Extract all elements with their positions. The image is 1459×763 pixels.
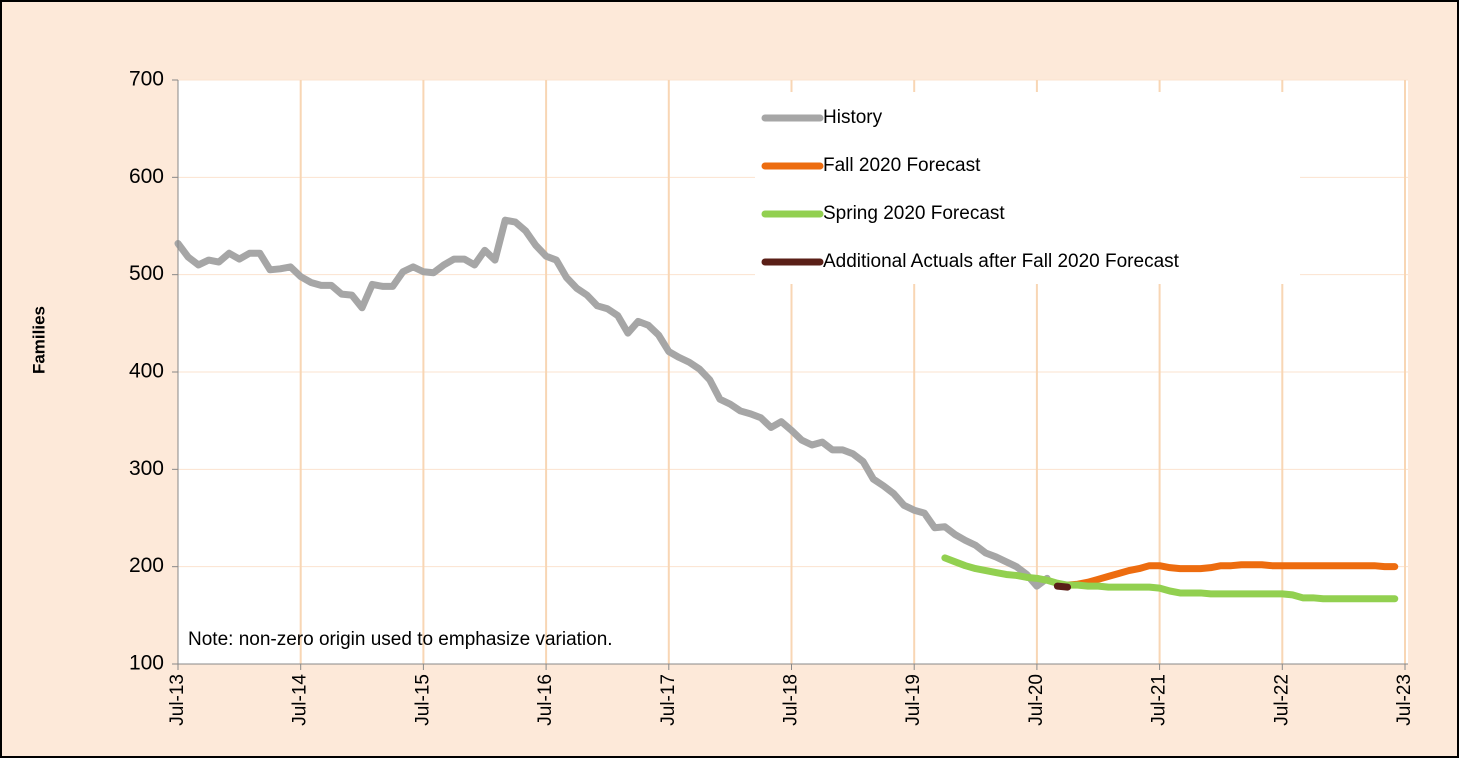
legend: History Fall 2020 Forecast Spring 2020 For… bbox=[755, 92, 1300, 284]
y-tick-label: 200 bbox=[129, 554, 164, 577]
series-line bbox=[1053, 582, 1072, 591]
legend-label: Additional Actuals after Fall 2020 Forec… bbox=[823, 251, 1180, 272]
x-tick-label: Jul-13 bbox=[167, 674, 188, 726]
x-tick-label: Jul-21 bbox=[1149, 674, 1170, 726]
x-tick-label: Jul-23 bbox=[1394, 674, 1415, 726]
x-tick-label: Jul-22 bbox=[1271, 674, 1292, 726]
y-tick-label: 700 bbox=[129, 68, 164, 91]
x-tick-label: Jul-20 bbox=[1026, 674, 1047, 726]
y-tick-label: 300 bbox=[129, 457, 164, 480]
x-tick-label: Jul-19 bbox=[903, 674, 924, 726]
x-tick-label: Jul-15 bbox=[412, 674, 433, 726]
series-line bbox=[174, 216, 1051, 590]
x-tick-label: Jul-16 bbox=[535, 674, 556, 726]
axes: 100 200 300 400 500 600 700 Jul-13 Jul-14 Jul-15 J… bbox=[129, 68, 1415, 726]
legend-label: Spring 2020 Forecast bbox=[823, 203, 1005, 224]
y-axis-label: Families bbox=[29, 306, 48, 374]
y-tick-label: 500 bbox=[129, 262, 164, 285]
legend-label: Fall 2020 Forecast bbox=[823, 155, 981, 176]
x-tick-label: Jul-17 bbox=[658, 674, 679, 726]
y-tick-label: 100 bbox=[129, 652, 164, 675]
lines bbox=[174, 216, 1399, 603]
x-tick-label: Jul-18 bbox=[781, 674, 802, 726]
legend-label: History bbox=[823, 107, 883, 128]
y-tick-label: 600 bbox=[129, 165, 164, 188]
annotation: Note: non-zero origin used to emphasize … bbox=[188, 629, 613, 650]
y-tick-label: 400 bbox=[129, 360, 164, 383]
series-line bbox=[1064, 561, 1399, 589]
x-tick-label: Jul-14 bbox=[290, 674, 311, 726]
legend-box bbox=[755, 92, 1300, 284]
series-line bbox=[941, 554, 1399, 603]
